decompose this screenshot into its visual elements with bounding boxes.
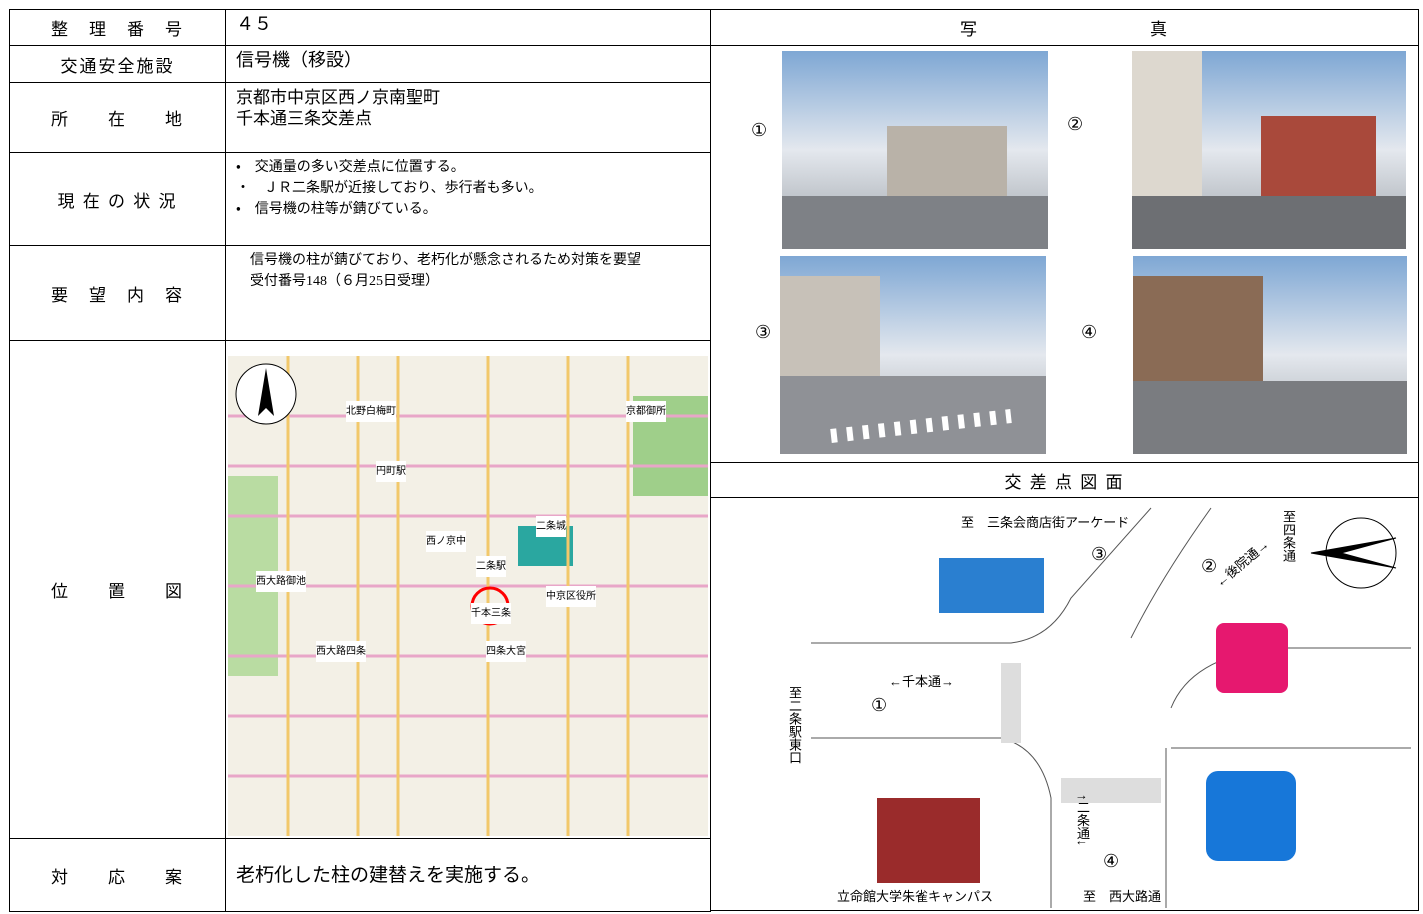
map-label: 京都御所: [626, 401, 666, 422]
diagram: 至 三条会商店街アーケード 至四条通 至二条駅東口 至 西大路通 ←千本通→ ←…: [710, 497, 1419, 911]
marker: ①: [871, 695, 888, 715]
photo-2: [1132, 51, 1406, 249]
row-value: 京都市中京区西ノ京南聖町 千本通三条交差点: [225, 82, 711, 153]
row-value: ４５: [225, 9, 711, 46]
label: ←千本通→: [889, 674, 955, 689]
marker: ②: [1201, 556, 1218, 576]
photo-number: ②: [1067, 114, 1084, 134]
photo-1: [782, 51, 1048, 249]
map-label: 四条大宮: [486, 641, 526, 662]
map-label: 二条駅: [476, 556, 506, 577]
value-line: ・ 交通量の多い交差点に位置する。: [236, 160, 465, 175]
row-label: 対 応 案: [9, 838, 226, 912]
intersection-drawing: [811, 507, 1411, 908]
photo-4: [1133, 256, 1407, 454]
label: 至 三条会商店街アーケード: [961, 515, 1130, 530]
photo-number: ③: [755, 322, 772, 342]
map-label: 千本三条: [471, 603, 511, 624]
label: ↑二条通↓: [1075, 794, 1090, 846]
map: [228, 356, 708, 836]
value-line: 千本通三条交差点: [236, 109, 372, 128]
map-label: 二条城: [536, 516, 566, 537]
row-value: 老朽化した柱の建替えを実施する。: [225, 838, 711, 912]
photos: [780, 51, 1407, 454]
value-line: 老朽化した柱の建替えを実施する。: [236, 864, 541, 886]
map-label: 西大路御池: [256, 571, 306, 592]
diagram-title: 交 差 点 図 面: [710, 462, 1419, 498]
label: 立命館大学朱雀キャンパス: [837, 889, 994, 904]
row-label: 位 置 図: [9, 340, 226, 839]
photo-number: ④: [1081, 322, 1098, 342]
photo-3: [780, 256, 1046, 454]
value-line: 京都市中京区西ノ京南聖町: [236, 88, 440, 107]
map-label: 中京区役所: [546, 586, 596, 607]
row-label: 所 在 地: [9, 82, 226, 153]
value-line: ４５: [236, 14, 272, 34]
map-label: 円町駅: [376, 461, 406, 482]
row-label: 要 望 内 容: [9, 245, 226, 341]
marker: ③: [1091, 544, 1108, 564]
marker: ④: [1103, 851, 1120, 871]
value-line: 受付番号148（６月25日受理）: [236, 274, 439, 289]
photos-title: 写 真: [710, 9, 1419, 46]
map-label: 北野白梅町: [346, 401, 396, 422]
row-value: ・ 交通量の多い交差点に位置する。・ ＪＲ二条駅が近接しており、歩行者も多い。・…: [225, 152, 711, 246]
label: 至四条通: [1281, 510, 1296, 562]
value-line: ・ ＪＲ二条駅が近接しており、歩行者も多い。: [236, 181, 543, 196]
photo-number: ①: [751, 120, 768, 140]
row-label: 整 理 番 号: [9, 9, 226, 46]
map-label: 西大路四条: [316, 641, 366, 662]
row-value: 北野白梅町円町駅二条駅千本三条 西ノ京中西大路御池四条大宮 西大路四条 中京区役所 京都…: [225, 340, 711, 839]
label: 至二条駅東口: [787, 686, 802, 764]
value-line: 信号機（移設）: [236, 50, 362, 70]
row-label: 交通安全施設: [9, 45, 226, 83]
row-label: 現 在 の 状 況: [9, 152, 226, 246]
value-line: ・ 信号機の柱等が錆びている。: [236, 202, 437, 217]
row-value: 信号機の柱が錆びており、老朽化が懸念されるため対策を要望 受付番号148（６月2…: [225, 245, 711, 341]
row-value: 信号機（移設）: [225, 45, 711, 83]
map-label: 西ノ京中: [426, 531, 466, 552]
photos-box: ① ② ③ ④: [710, 45, 1419, 463]
value-line: 信号機の柱が錆びており、老朽化が懸念されるため対策を要望: [236, 253, 642, 268]
label: 至 西大路通: [1083, 889, 1162, 904]
